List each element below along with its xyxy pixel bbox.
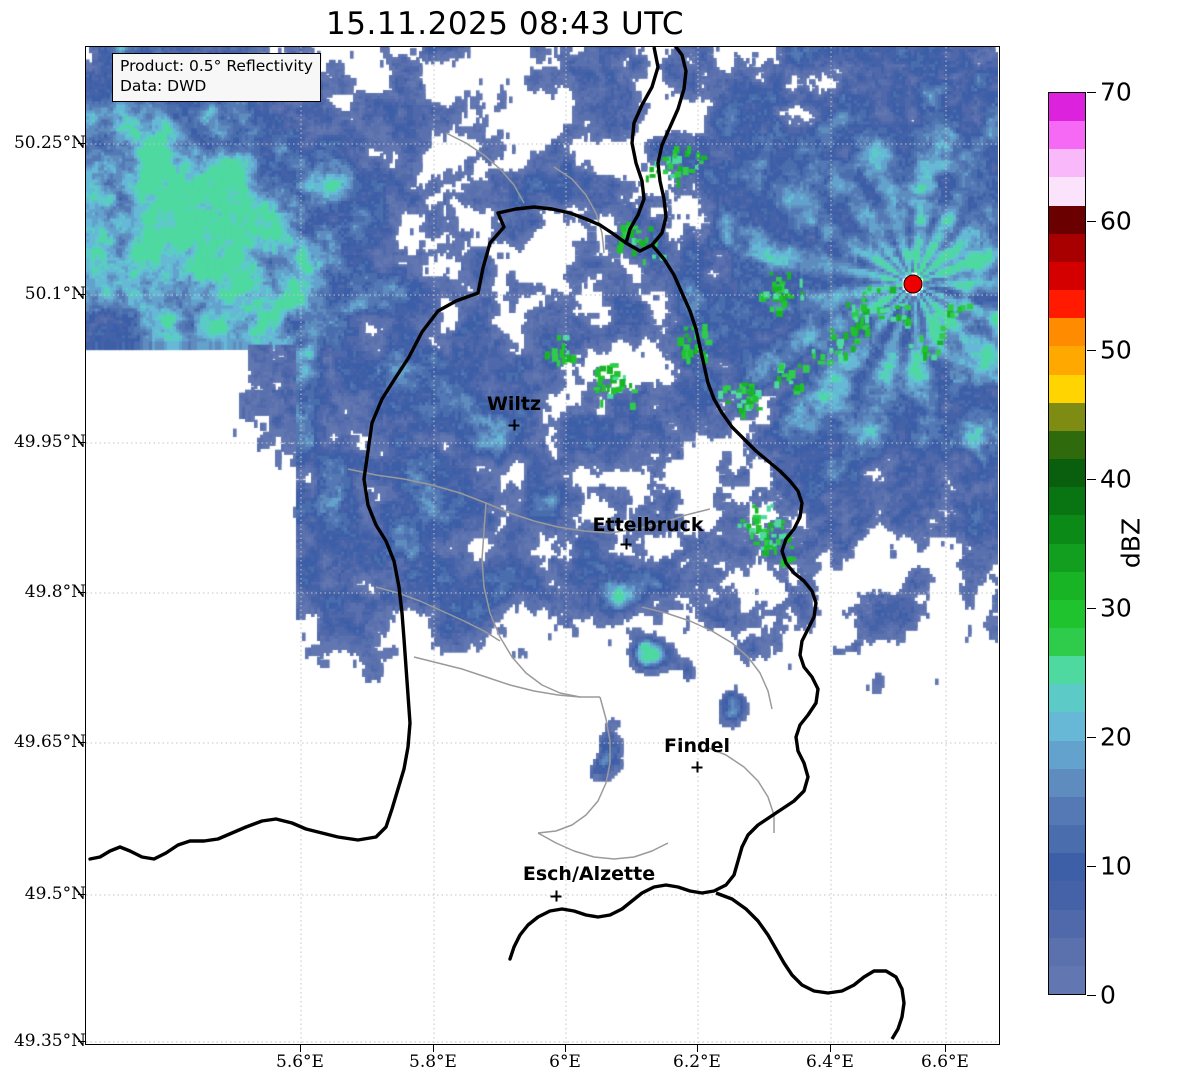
city-label: Ettelbruck — [592, 514, 704, 536]
colorbar-band — [1049, 853, 1085, 882]
colorbar-band — [1049, 656, 1085, 685]
colorbar-band — [1049, 937, 1085, 966]
x-axis-tick-mark — [830, 1045, 831, 1052]
colorbar-tick-mark — [1087, 92, 1096, 93]
colorbar-band — [1049, 430, 1085, 460]
admin-boundaries — [347, 132, 775, 860]
colorbar-tick-label: 50 — [1100, 335, 1132, 365]
colorbar-band — [1049, 684, 1085, 713]
city-label: Esch/Alzette — [522, 863, 656, 885]
colorbar-band — [1049, 965, 1085, 994]
info-product-line: Product: 0.5° Reflectivity — [120, 57, 313, 75]
x-axis-tick-label: 6.4°E — [806, 1052, 854, 1072]
colorbar-band — [1049, 515, 1085, 544]
y-axis-tick-label: 49.5°N — [24, 884, 86, 904]
x-axis-tick-label: 6.2°E — [673, 1052, 721, 1072]
colorbar-band — [1049, 374, 1085, 403]
colorbar-band — [1049, 318, 1085, 347]
country-borders — [88, 47, 906, 1040]
colorbar-band — [1049, 740, 1085, 769]
colorbar-band — [1049, 881, 1085, 910]
x-axis-tick-label: 6°E — [549, 1052, 581, 1072]
radar-station-icon[interactable] — [903, 274, 923, 294]
colorbar-tick-label: 40 — [1100, 464, 1132, 494]
cross-icon — [508, 419, 520, 431]
colorbar-band — [1049, 543, 1085, 572]
radar-reflectivity-layer — [86, 47, 998, 1043]
colorbar-band — [1049, 909, 1085, 938]
colorbar-band — [1049, 487, 1085, 516]
colorbar-tick-mark — [1087, 866, 1096, 867]
page-title: 15.11.2025 08:43 UTC — [326, 6, 684, 42]
y-axis-tick-mark — [78, 1041, 85, 1042]
colorbar-band — [1049, 825, 1085, 854]
colorbar-tick-label: 20 — [1100, 722, 1132, 752]
colorbar-band — [1049, 149, 1085, 178]
x-axis-tick-mark — [300, 1045, 301, 1052]
colorbar-tick-mark — [1087, 995, 1096, 996]
colorbar-band — [1049, 346, 1085, 375]
colorbar-band — [1049, 205, 1085, 234]
colorbar-tick-label: 30 — [1100, 593, 1132, 623]
colorbar-band — [1049, 459, 1085, 488]
colorbar-band — [1049, 599, 1085, 628]
x-axis-tick-mark — [945, 1045, 946, 1052]
colorbar-tick-mark — [1087, 479, 1096, 480]
colorbar-band — [1049, 712, 1085, 741]
colorbar-band — [1049, 768, 1085, 797]
colorbar-tick-mark — [1087, 350, 1096, 351]
y-axis-tick-mark — [78, 592, 85, 593]
colorbar-tick-mark — [1087, 737, 1096, 738]
radar-map[interactable]: Product: 0.5° Reflectivity Data: DWD Wil… — [85, 46, 1000, 1045]
y-axis-tick-mark — [78, 442, 85, 443]
colorbar-tick-mark — [1087, 608, 1096, 609]
colorbar-gradient — [1048, 92, 1086, 995]
colorbar-band — [1049, 93, 1085, 122]
colorbar-band — [1049, 261, 1085, 291]
y-axis-tick-mark — [78, 894, 85, 895]
city-label: Findel — [663, 735, 731, 757]
colorbar-tick-label: 10 — [1100, 851, 1132, 881]
cross-icon — [691, 761, 703, 773]
colorbar-band — [1049, 233, 1085, 262]
y-axis-tick-label: 49.8°N — [24, 582, 86, 602]
colorbar-tick-label: 60 — [1100, 206, 1132, 236]
colorbar-tick-label: 0 — [1100, 980, 1116, 1010]
y-axis-tick-mark — [78, 742, 85, 743]
city-label: Wiltz — [486, 393, 542, 415]
colorbar-band — [1049, 402, 1085, 431]
gridlines — [86, 47, 998, 1043]
y-axis-tick-label: 49.35°N — [13, 1031, 86, 1051]
colorbar[interactable] — [1048, 92, 1086, 995]
cross-icon — [620, 538, 632, 550]
y-axis-tick-label: 50.1°N — [24, 284, 86, 304]
x-axis-tick-mark — [697, 1045, 698, 1052]
map-vector-layer — [86, 47, 998, 1043]
y-axis-tick-label: 49.95°N — [13, 432, 86, 452]
y-axis-tick-mark — [78, 143, 85, 144]
colorbar-band — [1049, 177, 1085, 206]
y-axis-tick-mark — [78, 294, 85, 295]
colorbar-axis-label: dBZ — [1116, 517, 1146, 569]
colorbar-band — [1049, 121, 1085, 150]
x-axis-tick-label: 6.6°E — [921, 1052, 969, 1072]
colorbar-band — [1049, 290, 1085, 319]
info-box: Product: 0.5° Reflectivity Data: DWD — [112, 53, 321, 102]
colorbar-tick-label: 70 — [1100, 77, 1132, 107]
y-axis-tick-label: 49.65°N — [13, 732, 86, 752]
x-axis-tick-label: 5.6°E — [276, 1052, 324, 1072]
colorbar-tick-mark — [1087, 221, 1096, 222]
y-axis-tick-label: 50.25°N — [13, 133, 86, 153]
x-axis-tick-label: 5.8°E — [409, 1052, 457, 1072]
colorbar-band — [1049, 796, 1085, 826]
colorbar-band — [1049, 627, 1085, 657]
x-axis-tick-mark — [433, 1045, 434, 1052]
map-inner — [86, 47, 999, 1044]
x-axis-tick-mark — [565, 1045, 566, 1052]
cross-icon — [550, 890, 562, 902]
info-data-line: Data: DWD — [120, 76, 207, 95]
colorbar-band — [1049, 571, 1085, 600]
